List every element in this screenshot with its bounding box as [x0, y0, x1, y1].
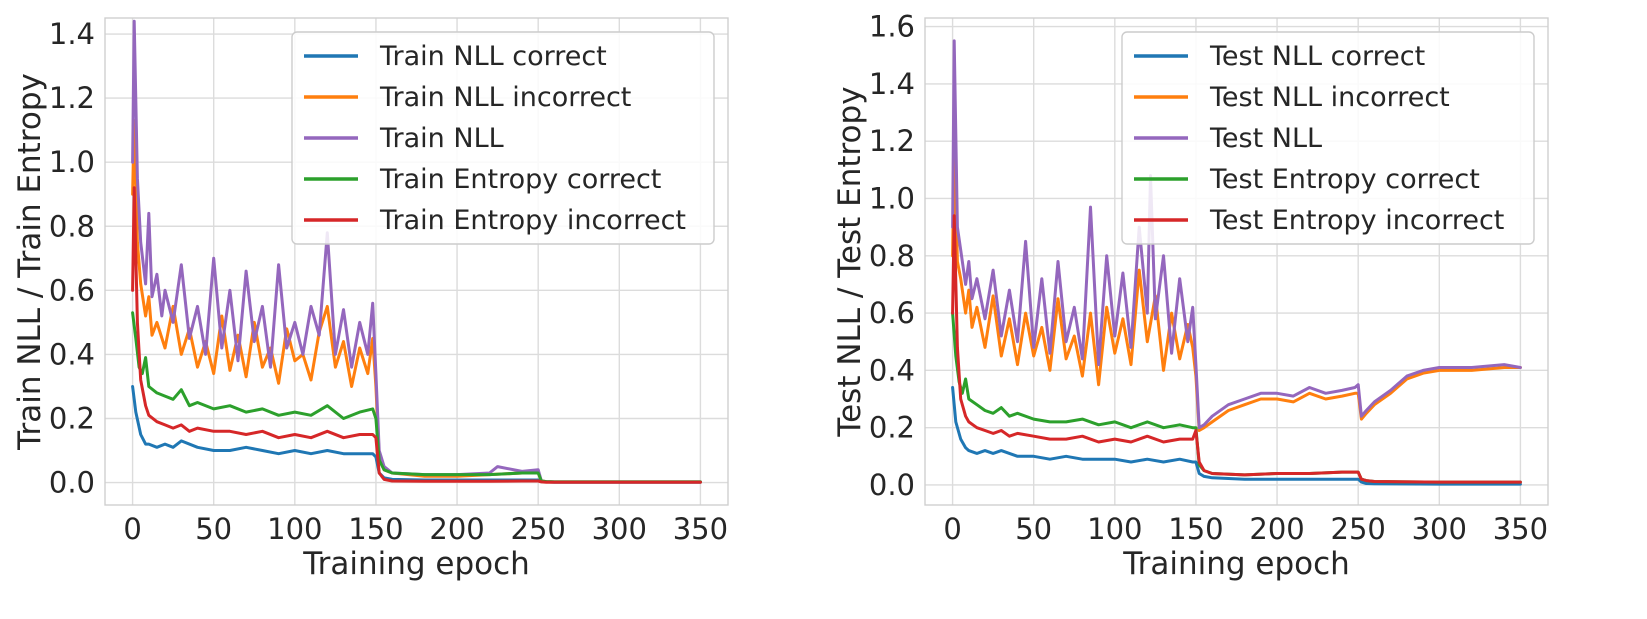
y-tick-label: 1.2 [869, 124, 915, 158]
x-tick-label: 200 [429, 512, 484, 546]
plot-frame [104, 17, 729, 506]
y-tick-label: 1.6 [869, 10, 915, 44]
x-tick-label: 50 [195, 512, 232, 546]
x-tick-label: 150 [348, 512, 403, 546]
y-tick-label: 0.2 [49, 401, 95, 435]
series-line-train-entropy-correct [131, 311, 702, 484]
x-tick-label: 350 [673, 512, 728, 546]
x-tick-label: 300 [1412, 512, 1467, 546]
plot-frame [924, 17, 1549, 506]
legend-entry: Train NLL incorrect [379, 82, 631, 113]
subplot-1: 0 50 100 150 200 250 300 350 0.0 0.2 0.4 0.6 0.8 1.0 1… [12, 17, 729, 582]
x-tick-label: 200 [1249, 512, 1304, 546]
y-tick-label: 0.6 [869, 296, 915, 330]
series-line-test-nll [951, 39, 1522, 430]
y-tick-label: 0.0 [49, 466, 95, 500]
series-line-train-entropy-incorrect [131, 186, 702, 484]
x-tick-label: 100 [1087, 512, 1142, 546]
subplot-2: 0 50 100 150 200 250 300 350 0.0 0.2 0.4 0.6 0.8 1.0 1… [832, 10, 1549, 582]
x-tick-label: 250 [511, 512, 566, 546]
legend-entry: Train NLL [379, 123, 504, 154]
legend-entry: Train Entropy incorrect [379, 205, 686, 236]
legend-entry: Test Entropy incorrect [1209, 205, 1504, 236]
legend-entry: Test NLL correct [1209, 41, 1425, 72]
y-tick-label: 1.2 [49, 81, 95, 115]
y-tick-label: 0.0 [869, 468, 915, 502]
series-line-test-nll-correct [951, 386, 1522, 486]
y-tick-label: 1.0 [869, 181, 915, 215]
legend: Train NLL correct Train NLL incorrect Trai… [291, 31, 715, 245]
y-tick-label: 0.4 [869, 353, 915, 387]
legend: Test NLL correct Test NLL incorrect Test N… [1121, 31, 1535, 245]
legend-entry: Train Entropy correct [379, 164, 661, 195]
y-tick-label: 1.4 [869, 67, 915, 101]
y-tick-label: 0.8 [49, 209, 95, 243]
y-tick-label: 0.4 [49, 337, 95, 371]
y-tick-label: 0.2 [869, 411, 915, 445]
y-axis-label: Test NLL / Test Entropy [832, 86, 868, 437]
x-tick-label: 250 [1331, 512, 1386, 546]
x-tick-label: 0 [123, 512, 141, 546]
x-tick-label: 0 [943, 512, 961, 546]
x-tick-label: 100 [267, 512, 322, 546]
y-tick-label: 1.0 [49, 145, 95, 179]
x-tick-label: 150 [1168, 512, 1223, 546]
legend-box [1121, 31, 1535, 245]
y-tick-label: 0.8 [869, 239, 915, 273]
x-tick-label: 50 [1015, 512, 1052, 546]
x-tick-label: 350 [1493, 512, 1548, 546]
legend-entry: Test NLL incorrect [1209, 82, 1450, 113]
x-axis-label: Training epoch [1122, 546, 1350, 582]
x-tick-label: 300 [592, 512, 647, 546]
legend-entry: Test Entropy correct [1209, 164, 1480, 195]
y-tick-label: 1.4 [49, 17, 95, 51]
series-line-test-entropy-incorrect [951, 214, 1522, 484]
legend-entry: Test NLL [1209, 123, 1322, 154]
x-axis-label: Training epoch [302, 546, 530, 582]
series-line-train-nll-incorrect [131, 119, 702, 484]
legend-entry: Train NLL correct [379, 41, 607, 72]
legend-box [291, 31, 715, 245]
y-tick-label: 0.6 [49, 273, 95, 307]
y-axis-label: Train NLL / Train Entropy [12, 73, 48, 451]
